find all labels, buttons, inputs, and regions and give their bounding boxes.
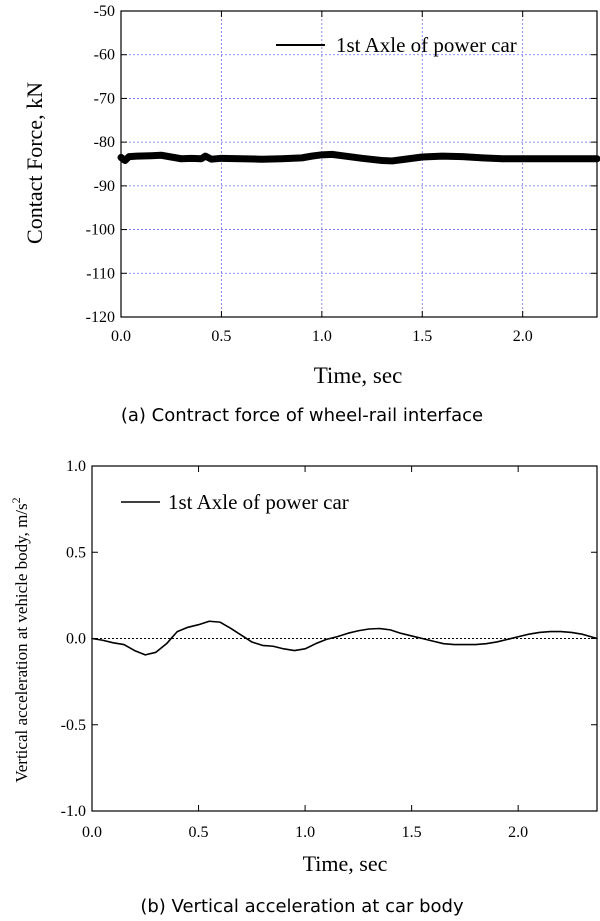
chart-b-x-tick-label: 0.5 bbox=[189, 824, 209, 841]
chart-a-x-tick-label: 1.0 bbox=[312, 328, 332, 345]
chart-b-x-tick-label: 1.0 bbox=[295, 824, 315, 841]
chart-a-legend: 1st Axle of power car bbox=[276, 33, 517, 57]
chart-a-axes: 0.0 0.5 1.0 1.5 2.0 -120 -110 -100 -90 -80 -70 -60 -… bbox=[86, 3, 597, 345]
chart-b-y-tick-label: -1.0 bbox=[61, 803, 86, 820]
chart-b-series-line bbox=[91, 620, 598, 656]
chart-b-legend: 1st Axle of power car bbox=[121, 490, 349, 514]
chart-b-x-axis-label: Time, sec bbox=[303, 851, 388, 876]
chart-b-x-tick-label: 2.0 bbox=[508, 824, 528, 841]
chart-a-y-tick-label: -90 bbox=[94, 178, 115, 195]
chart-a-y-tick-label: -120 bbox=[86, 309, 115, 326]
chart-b: 0.0 0.5 1.0 1.5 2.0 -1.0 -0.5 0.0 0.5 1.0 1st Axl… bbox=[9, 458, 598, 917]
chart-a-y-tick-label: -80 bbox=[94, 134, 115, 151]
chart-b-y-tick-label: 0.5 bbox=[66, 544, 86, 561]
chart-a-y-tick-label: -110 bbox=[86, 265, 115, 282]
chart-b-series bbox=[91, 620, 598, 656]
chart-b-x-tick-label: 1.5 bbox=[402, 824, 422, 841]
chart-a-plot-area bbox=[120, 10, 598, 318]
chart-b-y-axis-label-superscript: 2 bbox=[9, 497, 23, 503]
chart-a-series-line bbox=[117, 150, 600, 165]
chart-a-series bbox=[117, 150, 600, 165]
chart-b-y-tick-label: 0.0 bbox=[66, 631, 86, 648]
chart-a-grid bbox=[121, 11, 597, 317]
chart-b-y-tick-label: 1.0 bbox=[66, 458, 86, 475]
chart-b-axes: 0.0 0.5 1.0 1.5 2.0 -1.0 -0.5 0.0 0.5 1.0 bbox=[61, 458, 597, 841]
chart-a-x-tick-label: 2.0 bbox=[513, 328, 533, 345]
chart-b-y-axis-label-text: Vertical acceleration at vehicle body, m… bbox=[12, 503, 31, 782]
chart-a: 0.0 0.5 1.0 1.5 2.0 -120 -110 -100 -90 -80 -70 -60 -… bbox=[22, 3, 600, 426]
chart-a-caption: (a) Contract force of wheel-rail interfa… bbox=[121, 405, 483, 426]
chart-b-y-tick-label: -0.5 bbox=[61, 717, 86, 734]
chart-a-y-tick-label: -60 bbox=[94, 47, 115, 64]
chart-b-y-axis-label: Vertical acceleration at vehicle body, m… bbox=[9, 497, 31, 782]
chart-a-y-axis-label: Contact Force, kN bbox=[22, 82, 47, 244]
chart-a-x-tick-label: 0.0 bbox=[111, 328, 131, 345]
chart-b-caption: (b) Vertical acceleration at car body bbox=[140, 896, 464, 917]
chart-a-legend-label: 1st Axle of power car bbox=[336, 33, 517, 57]
chart-b-x-tick-label: 0.0 bbox=[82, 824, 102, 841]
chart-a-y-tick-label: -100 bbox=[86, 222, 115, 239]
chart-a-x-axis-label: Time, sec bbox=[314, 363, 403, 388]
chart-b-legend-label: 1st Axle of power car bbox=[168, 490, 349, 514]
chart-a-y-tick-label: -50 bbox=[94, 3, 115, 20]
chart-a-x-tick-label: 0.5 bbox=[211, 328, 231, 345]
chart-a-x-tick-label: 1.5 bbox=[412, 328, 432, 345]
chart-a-y-tick-label: -70 bbox=[94, 90, 115, 107]
